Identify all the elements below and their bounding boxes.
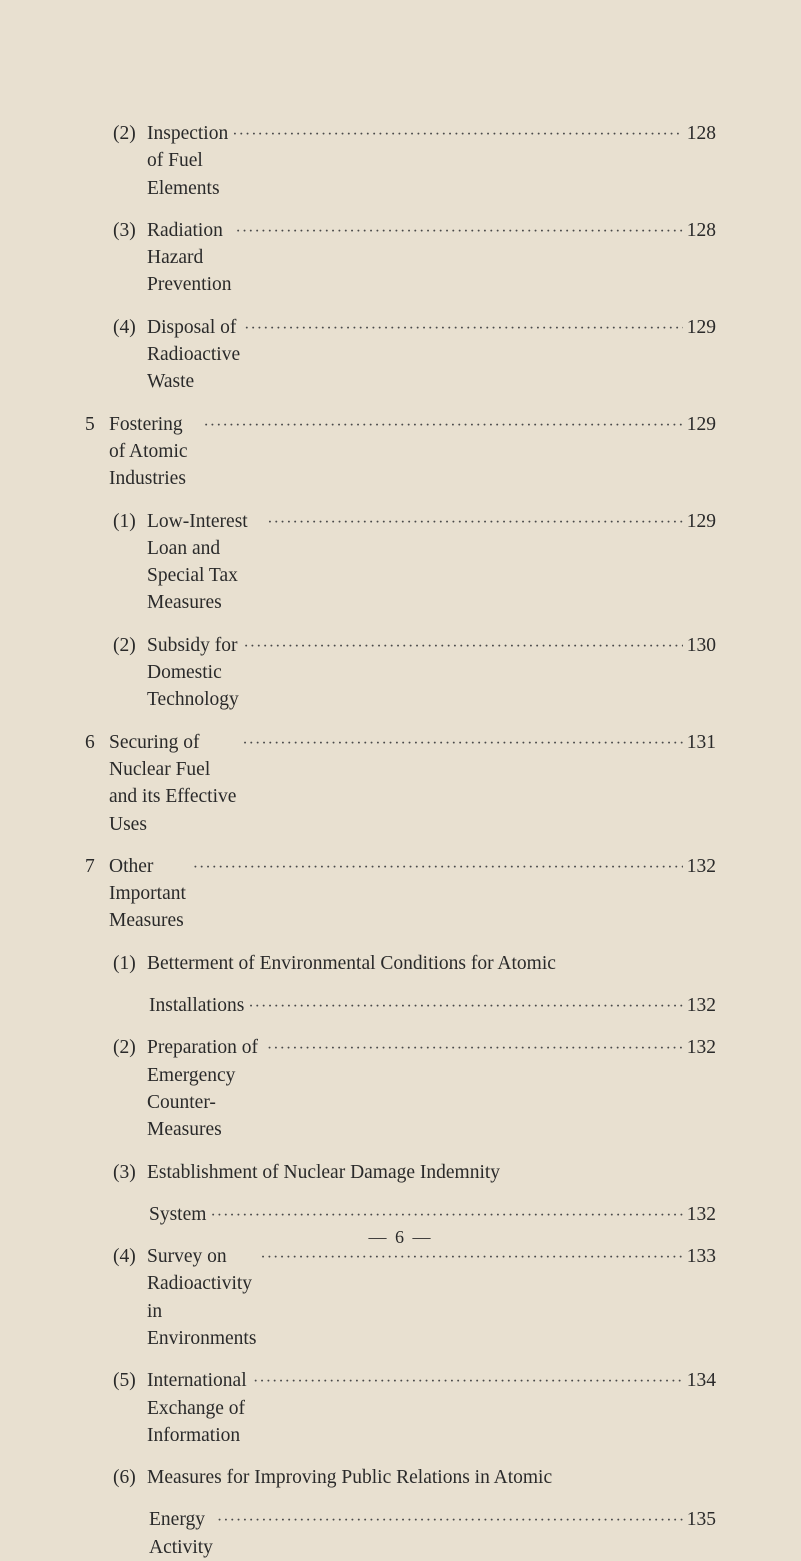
toc-entry-continuation-label: Energy Activity [149,1506,213,1561]
toc-entry: 5Fostering of Atomic Industries·········… [85,411,716,493]
toc-leader: ········································… [203,415,682,437]
toc-entry-number: (3) [113,1159,147,1186]
toc-leader: ········································… [267,512,683,534]
toc-entry-page: 128 [687,217,716,244]
document-page: (2)Inspection of Fuel Elements··········… [0,0,801,1298]
toc-entry: 7Other Important Measures···············… [85,853,716,935]
toc-entry: (2)Subsidy for Domestic Technology······… [85,632,716,714]
toc-entry-label: Disposal of Radioactive Waste [147,314,240,396]
toc-leader: ········································… [267,1038,683,1060]
toc-entry-page: 132 [687,992,716,1019]
toc-entry-page: 129 [687,411,716,438]
toc-entry-continuation-label: Installations [149,992,244,1019]
toc-entry-continuation: System··································… [85,1201,716,1228]
toc-entry-label: Radiation Hazard Prevention [147,217,231,299]
toc-entry-page: 128 [687,120,716,147]
toc-entry-number: (1) [113,950,147,977]
toc-leader: ········································… [243,636,682,658]
toc-entry: (2)Inspection of Fuel Elements··········… [85,120,716,202]
toc-entry-label: International Exchange of Information [147,1367,249,1449]
toc-leader: ········································… [242,733,682,755]
toc-entry-page: 132 [687,1201,716,1228]
toc-entry: (3)Radiation Hazard Prevention··········… [85,217,716,299]
table-of-contents: (2)Inspection of Fuel Elements··········… [85,120,716,1561]
toc-entry-continuation: Installations···························… [85,992,716,1019]
toc-entry-number: (3) [113,217,147,244]
toc-entry-page: 132 [687,853,716,880]
toc-entry-number: 7 [85,853,109,880]
toc-leader: ········································… [235,221,682,243]
toc-entry-label: Subsidy for Domestic Technology [147,632,239,714]
page-number: — 6 — [369,1227,433,1247]
toc-entry: (2)Preparation of Emergency Counter-Meas… [85,1034,716,1143]
toc-entry: (4)Disposal of Radioactive Waste········… [85,314,716,396]
toc-entry-page: 130 [687,632,716,659]
toc-entry-label: Low-Interest Loan and Special Tax Measur… [147,508,263,617]
toc-entry-number: (2) [113,1034,147,1061]
toc-entry-continuation-label: System [149,1201,206,1228]
toc-entry-label: Establishment of Nuclear Damage Indemnit… [147,1159,500,1186]
toc-leader: ········································… [232,124,683,146]
toc-entry-number: (2) [113,632,147,659]
toc-leader: ········································… [193,857,683,879]
toc-entry-number: (2) [113,120,147,147]
toc-entry: (5)International Exchange of Information… [85,1367,716,1449]
toc-entry-page: 129 [687,508,716,535]
toc-leader: ········································… [210,1205,682,1227]
toc-entry-number: 6 [85,729,109,756]
page-footer: — 6 — [0,1227,801,1248]
toc-entry-label: Inspection of Fuel Elements [147,120,228,202]
toc-leader: ········································… [248,996,682,1018]
toc-entry: (6)Measures for Improving Public Relatio… [85,1464,716,1491]
toc-entry-label: Betterment of Environmental Conditions f… [147,950,556,977]
toc-entry-number: 5 [85,411,109,438]
toc-entry-number: (6) [113,1464,147,1491]
toc-entry-page: 135 [687,1506,716,1533]
toc-entry-label: Fostering of Atomic Industries [109,411,199,493]
toc-entry-page: 131 [687,729,716,756]
toc-entry-page: 132 [687,1034,716,1061]
toc-leader: ········································… [253,1371,683,1393]
toc-entry: (1)Low-Interest Loan and Special Tax Mea… [85,508,716,617]
toc-entry-label: Securing of Nuclear Fuel and its Effecti… [109,729,238,838]
toc-entry-label: Preparation of Emergency Counter-Measure… [147,1034,263,1143]
toc-entry: 6Securing of Nuclear Fuel and its Effect… [85,729,716,838]
toc-entry-number: (4) [113,314,147,341]
toc-entry-number: (1) [113,508,147,535]
toc-entry-label: Other Important Measures [109,853,189,935]
toc-entry: (1)Betterment of Environmental Condition… [85,950,716,977]
toc-entry-page: 134 [687,1367,716,1394]
toc-entry-label: Measures for Improving Public Relations … [147,1464,552,1491]
toc-leader: ········································… [217,1510,683,1532]
toc-entry: (3)Establishment of Nuclear Damage Indem… [85,1159,716,1186]
toc-entry-continuation: Energy Activity·························… [85,1506,716,1561]
toc-leader: ········································… [260,1247,682,1269]
toc-leader: ········································… [244,318,683,340]
toc-entry-number: (5) [113,1367,147,1394]
toc-entry-page: 129 [687,314,716,341]
